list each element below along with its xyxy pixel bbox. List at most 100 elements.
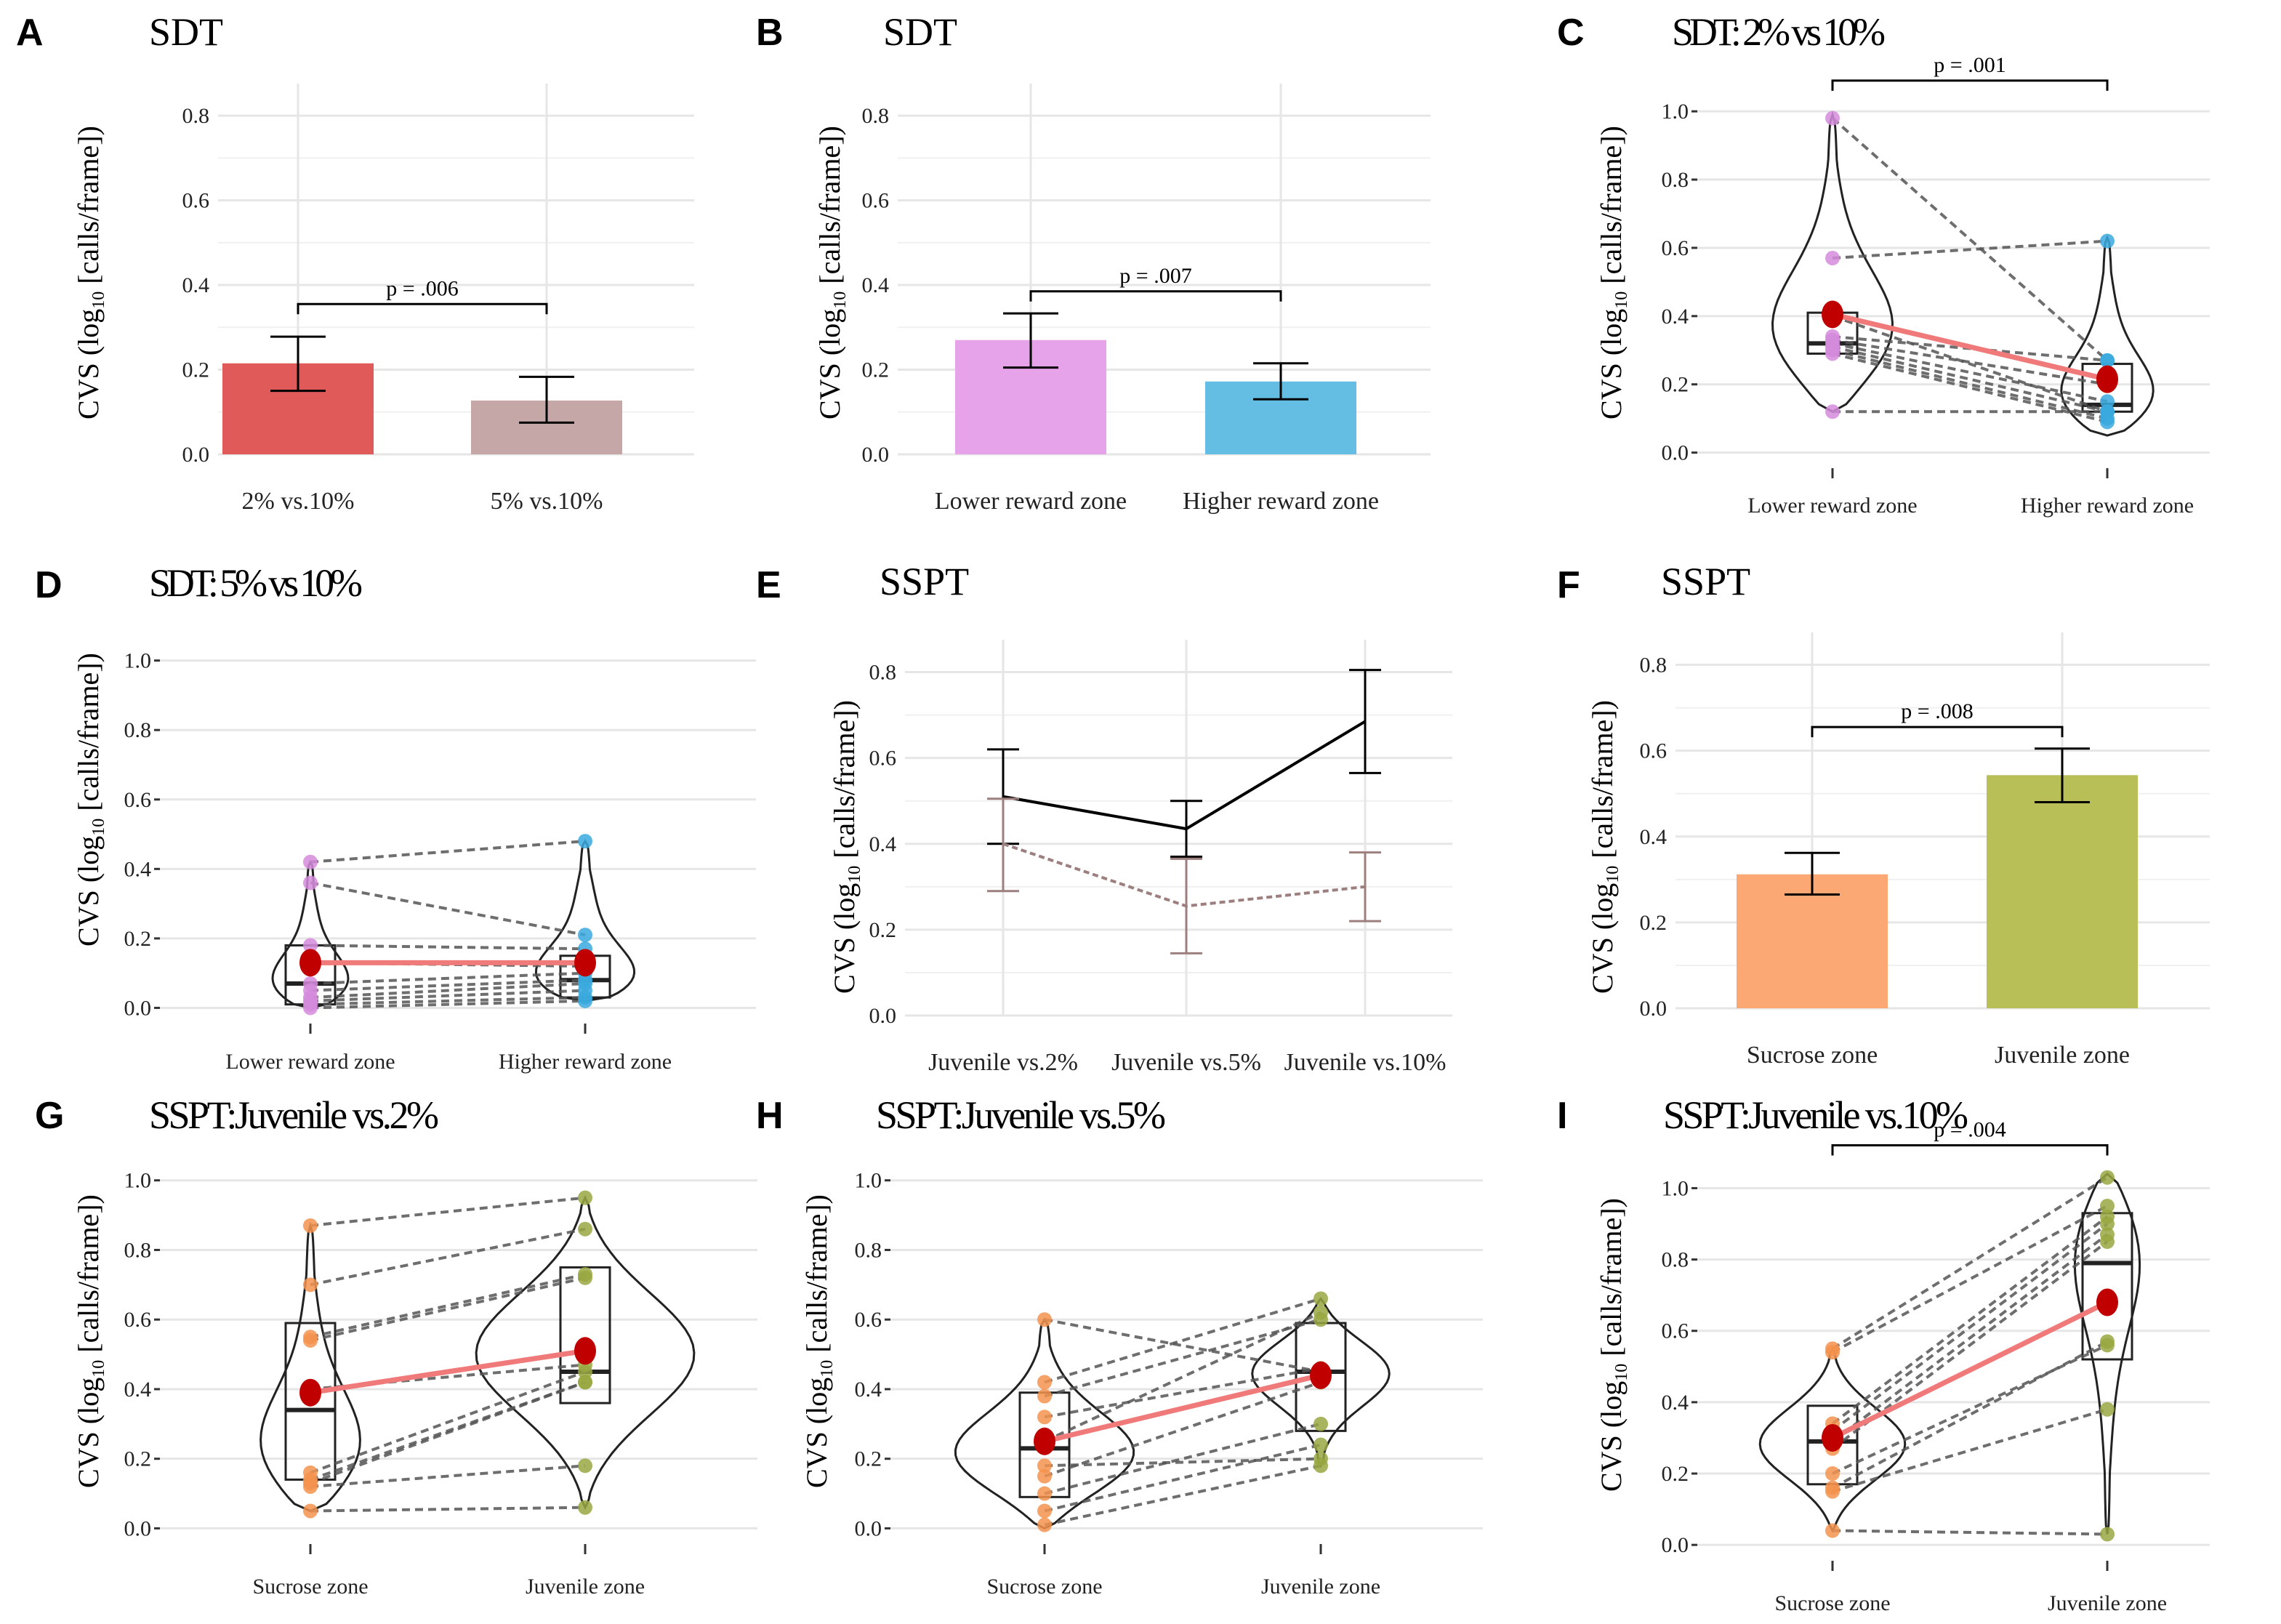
y-label-rest: [calls/frame]) xyxy=(800,1194,833,1360)
pair-line xyxy=(310,982,586,1000)
panel-label: G xyxy=(35,1095,64,1137)
y-tick-label: 0.8 xyxy=(124,718,152,742)
pair-line xyxy=(1832,342,2108,403)
panel-label: A xyxy=(16,12,44,54)
panel-d: D SDT: 5% vs 10% CVS (log10 [calls/frame])… xyxy=(35,561,756,1074)
data-point xyxy=(1037,1486,1052,1501)
y-tick-label: 0.8 xyxy=(855,1238,882,1262)
x-ticks: Sucrose zone Juvenile zone xyxy=(252,1544,645,1599)
pair-line xyxy=(1044,1367,1321,1419)
series-line xyxy=(1002,720,1367,831)
y-tick-label: 1.0 xyxy=(124,1169,152,1193)
mean-line xyxy=(1831,1300,2109,1441)
pair-line xyxy=(310,989,586,1002)
data-point xyxy=(1037,1312,1052,1327)
data-point xyxy=(303,1503,318,1519)
y-tick-label: 0.4 xyxy=(862,273,890,297)
y-ticks: 0.0 0.2 0.4 0.6 0.8 1.0 xyxy=(1662,1176,1697,1557)
x-tick-label: Juvenile vs.5% xyxy=(1111,1049,1261,1076)
y-label-main: CVS (log xyxy=(828,883,861,994)
y-tick-label: 0.2 xyxy=(855,1447,882,1471)
y-label-sub: 10 xyxy=(89,819,108,836)
data-point xyxy=(1037,1458,1052,1474)
series-line xyxy=(1002,842,1366,908)
panel-i: I SSPT:Juvenile vs.10% CVS (log10 [calls/f… xyxy=(1557,1093,2210,1615)
data-point xyxy=(1825,1466,1840,1482)
pair-line xyxy=(1044,1297,1321,1384)
data-point xyxy=(303,1218,318,1233)
data-point xyxy=(303,875,318,891)
data-point xyxy=(2100,394,2115,409)
pair-line xyxy=(310,971,586,985)
data-point xyxy=(1037,1503,1052,1519)
y-tick-label: 0.0 xyxy=(124,1516,152,1540)
x-tick-label: Juvenile zone xyxy=(1995,1042,2130,1069)
panel-label: C xyxy=(1557,12,1585,54)
y-tick-label: 0.8 xyxy=(182,104,210,128)
mean-point xyxy=(1822,300,1843,329)
y-label-main: CVS (log xyxy=(1595,1381,1628,1492)
y-axis-label: CVS (log10 [calls/frame]) xyxy=(813,126,850,419)
y-ticks: 0.0 0.2 0.4 0.6 0.8 xyxy=(869,661,897,1028)
y-label-sub: 10 xyxy=(89,292,108,309)
gridlines xyxy=(160,659,756,1009)
x-tick-label: Sucrose zone xyxy=(986,1575,1102,1599)
panel-c: C SDT: 2% vs 10% CVS (log10 [calls/frame])… xyxy=(1557,10,2210,518)
y-tick-label: 1.0 xyxy=(855,1169,882,1193)
significance-bracket xyxy=(1811,725,2064,738)
pair-line xyxy=(1832,1407,2108,1493)
data-point xyxy=(2100,1198,2115,1213)
data-point xyxy=(578,1375,592,1390)
mean-point xyxy=(574,949,596,977)
y-ticks: 0.0 0.2 0.4 0.6 0.8 xyxy=(1640,654,1667,1021)
x-tick-label: Sucrose zone xyxy=(1774,1591,1890,1615)
pair-line xyxy=(310,999,586,1010)
data-point xyxy=(2100,233,2115,249)
significance-bracket xyxy=(297,302,548,315)
y-label-sub: 10 xyxy=(818,1360,837,1378)
x-tick-label: Lower reward zone xyxy=(935,488,1127,515)
y-ticks: 0.0 0.2 0.4 0.6 0.8 1.0 xyxy=(124,649,160,1020)
x-ticks: 2% vs.10% 5% vs.10% xyxy=(242,488,603,515)
data-point xyxy=(2100,1527,2115,1542)
y-tick-label: 0.8 xyxy=(1640,654,1667,678)
x-tick-label: Higher reward zone xyxy=(1183,488,1379,515)
pair-line xyxy=(1044,1457,1321,1468)
p-value-label: p = .007 xyxy=(1119,264,1191,288)
y-axis-label: CVS (log10 [calls/frame]) xyxy=(1595,1198,1631,1492)
x-tick-label: Juvenile zone xyxy=(2048,1591,2167,1615)
pair-line xyxy=(1832,1343,2108,1475)
pair-line xyxy=(310,1276,586,1342)
data-point xyxy=(2100,1334,2115,1349)
y-tick-label: 0.2 xyxy=(124,927,152,951)
y-ticks: 0.0 0.2 0.4 0.6 0.8 1.0 xyxy=(855,1169,890,1540)
x-tick-label: Lower reward zone xyxy=(1747,494,1917,518)
gridlines xyxy=(160,1179,757,1529)
data-point xyxy=(1825,404,1840,419)
y-label-rest: [calls/frame]) xyxy=(1586,700,1619,866)
pair-line xyxy=(310,996,586,1006)
mean-point xyxy=(1822,1423,1843,1452)
y-ticks: 0.0 0.2 0.4 0.6 0.8 xyxy=(182,104,210,467)
panel-label: F xyxy=(1557,564,1580,606)
mean-point xyxy=(574,1337,596,1365)
y-tick-label: 0.0 xyxy=(1662,441,1689,465)
y-tick-label: 1.0 xyxy=(124,649,152,673)
data-point xyxy=(303,938,318,953)
data-point xyxy=(578,1500,592,1515)
data-point xyxy=(1825,1484,1840,1499)
pair-line xyxy=(310,1464,586,1488)
y-label-rest: [calls/frame]) xyxy=(1595,126,1628,292)
panel-title: SDT: 5% vs 10% xyxy=(149,561,363,605)
y-tick-label: 0.6 xyxy=(862,189,890,213)
y-tick-label: 0.4 xyxy=(1662,305,1689,329)
y-label-sub: 10 xyxy=(845,866,864,883)
y-axis-label: CVS (log10 [calls/frame]) xyxy=(1595,126,1631,419)
pair-line xyxy=(1044,1443,1321,1513)
panel-title: SSPT:Juvenile vs.2% xyxy=(149,1093,439,1137)
pair-line xyxy=(1832,345,2108,414)
data-point xyxy=(2100,1170,2115,1185)
